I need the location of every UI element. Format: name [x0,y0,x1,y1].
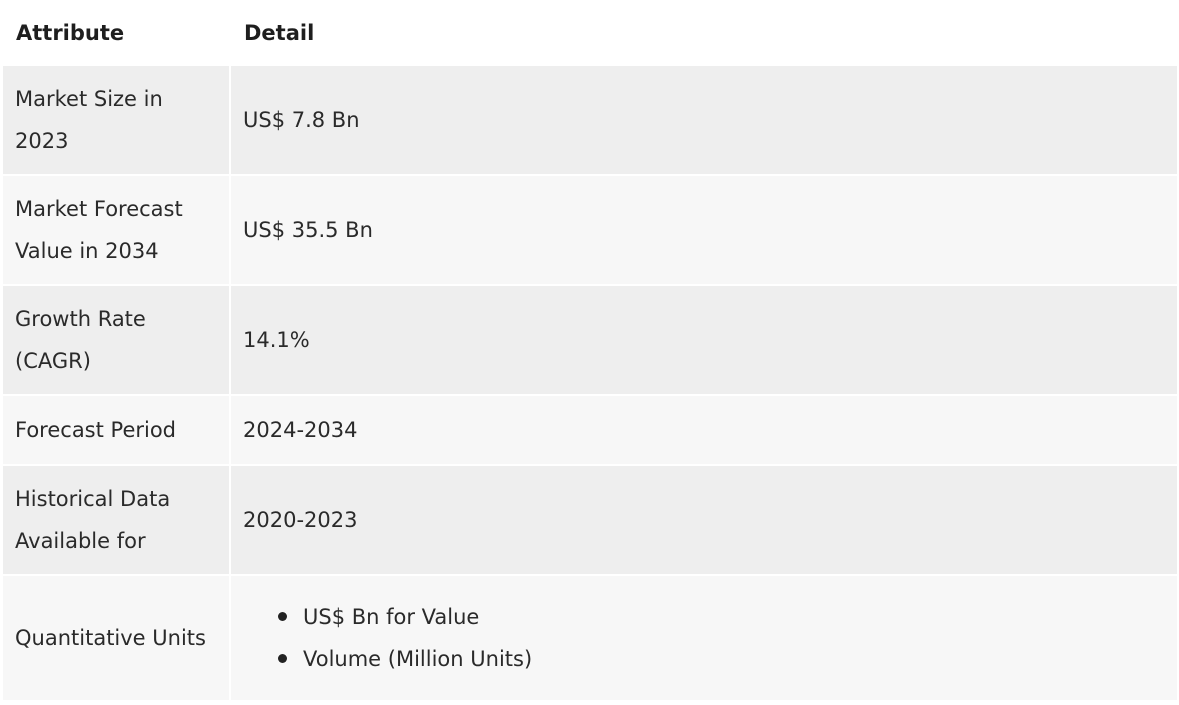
attribute-cell: Historical Data Available for [3,466,229,574]
attribute-cell: Market Forecast Value in 2034 [3,176,229,284]
list-item: Volume (Million Units) [278,638,1165,680]
table-row: Growth Rate (CAGR) 14.1% [3,286,1177,394]
header-row: Attribute Detail [3,2,1177,64]
detail-cell: US$ 35.5 Bn [231,176,1177,284]
units-list: US$ Bn for Value Volume (Million Units) [243,596,1165,680]
detail-cell: US$ Bn for Value Volume (Million Units) [231,576,1177,700]
attribute-cell: Market Size in 2023 [3,66,229,174]
detail-cell: US$ 7.8 Bn [231,66,1177,174]
list-item: US$ Bn for Value [278,596,1165,638]
detail-cell: 2020-2023 [231,466,1177,574]
attribute-cell: Forecast Period [3,396,229,464]
detail-cell: 2024-2034 [231,396,1177,464]
table-row: Forecast Period 2024-2034 [3,396,1177,464]
attribute-cell: Quantitative Units [3,576,229,700]
table-row: Historical Data Available for 2020-2023 [3,466,1177,574]
header-attribute: Attribute [3,2,229,64]
table-row: Market Size in 2023 US$ 7.8 Bn [3,66,1177,174]
detail-cell: 14.1% [231,286,1177,394]
table-row: Quantitative Units US$ Bn for Value Volu… [3,576,1177,700]
attribute-cell: Growth Rate (CAGR) [3,286,229,394]
table-row: Market Forecast Value in 2034 US$ 35.5 B… [3,176,1177,284]
header-detail: Detail [231,2,1177,64]
